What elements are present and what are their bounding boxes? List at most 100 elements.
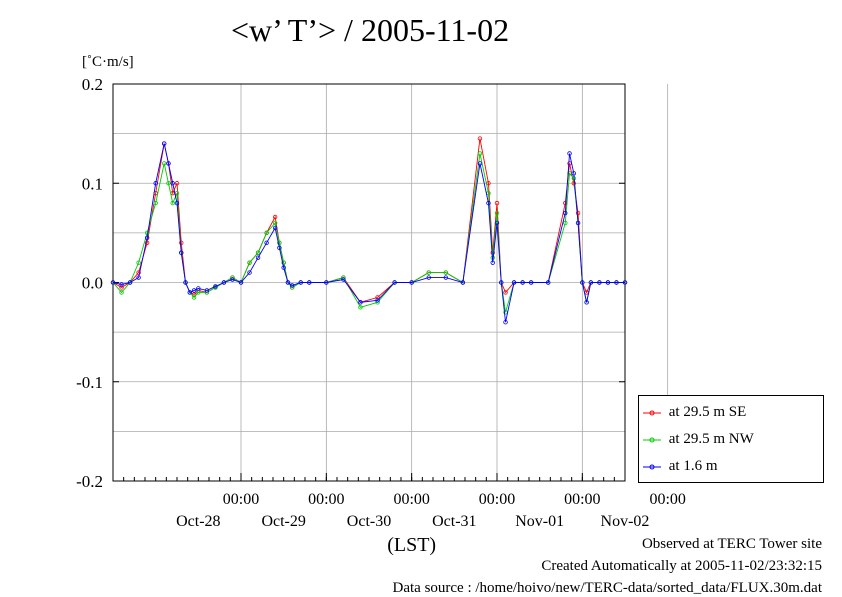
legend-swatch-16m	[643, 464, 661, 470]
data-point	[477, 136, 483, 141]
chart-legend: at 29.5 m SE at 29.5 m NW at 1.6 m	[638, 395, 824, 483]
data-point	[358, 300, 363, 305]
data-point	[119, 282, 124, 287]
data-point	[494, 200, 500, 206]
x-time-label: 00:00	[393, 491, 429, 508]
data-point	[575, 210, 581, 216]
data-point	[546, 280, 551, 285]
data-point	[213, 284, 218, 289]
x-date-label: Nov-02	[601, 513, 650, 530]
data-point	[307, 280, 312, 285]
chart-title: <w’ T’> / 2005-11-02	[230, 12, 510, 48]
data-point	[230, 277, 235, 282]
data-point	[494, 210, 500, 216]
data-point	[170, 200, 175, 206]
footer-observed: Observed at TERC Tower site	[641, 536, 822, 552]
data-point	[503, 320, 508, 325]
data-point	[605, 280, 611, 285]
data-point	[166, 181, 171, 186]
data-point	[144, 240, 150, 245]
data-point	[174, 181, 180, 186]
data-point	[127, 280, 133, 285]
data-point	[204, 288, 210, 293]
x-date-label: Oct-28	[176, 513, 220, 530]
legend-item-16m: at 1.6 m	[643, 456, 718, 476]
data-point	[614, 280, 619, 285]
data-point	[170, 181, 175, 186]
data-point	[597, 280, 602, 285]
data-point	[272, 220, 278, 226]
data-point	[238, 280, 244, 285]
data-point	[443, 270, 448, 275]
data-point	[298, 280, 303, 285]
data-point	[511, 280, 517, 285]
legend-label-se: at 29.5 m SE	[668, 404, 747, 420]
data-point	[426, 275, 431, 280]
data-point	[571, 171, 576, 176]
data-point	[179, 250, 184, 255]
data-point	[174, 200, 180, 206]
data-point	[426, 270, 431, 275]
legend-swatch-nw	[643, 437, 661, 443]
data-point	[119, 290, 124, 295]
footer-source: Data source : /home/hoivo/new/TERC-data/…	[392, 580, 823, 596]
x-date-label: Oct-31	[432, 513, 476, 530]
data-point	[153, 181, 158, 186]
data-point	[247, 260, 252, 265]
legend-swatch-se	[643, 410, 661, 416]
x-time-label: 00:00	[564, 491, 600, 508]
data-point	[179, 240, 184, 245]
legend-label-nw: at 29.5 m NW	[668, 431, 754, 447]
x-date-label: Nov-01	[515, 513, 564, 530]
footer-created: Created Automatically at 2005-11-02/23:3…	[541, 558, 822, 574]
data-point	[281, 260, 286, 265]
data-point	[477, 161, 483, 166]
data-point	[221, 280, 227, 285]
data-point	[392, 280, 397, 285]
data-point	[272, 225, 278, 231]
data-point	[187, 290, 192, 295]
series-line-2	[112, 143, 625, 323]
y-tick-label: -0.2	[76, 472, 103, 491]
data-point	[490, 260, 495, 265]
data-point	[375, 295, 380, 300]
data-point	[528, 280, 534, 285]
data-point	[119, 285, 124, 290]
legend-item-nw: at 29.5 m NW	[643, 429, 754, 449]
data-point	[563, 220, 568, 226]
legend-label-16m: at 1.6 m	[668, 458, 718, 474]
data-point	[136, 275, 141, 280]
data-point	[503, 290, 508, 295]
data-point	[567, 151, 572, 156]
data-point	[183, 280, 188, 285]
data-point	[277, 245, 282, 250]
data-point	[580, 280, 585, 285]
data-point	[563, 210, 568, 216]
y-tick-label: 0.2	[82, 75, 103, 94]
data-point	[161, 161, 167, 166]
data-point	[247, 270, 252, 275]
data-point	[409, 280, 414, 285]
data-point	[144, 230, 150, 236]
y-tick-label: -0.1	[76, 373, 103, 392]
y-tick-label: 0.0	[82, 274, 103, 293]
data-point	[264, 230, 269, 236]
data-point	[341, 277, 346, 282]
data-point	[622, 280, 628, 285]
data-point	[196, 286, 201, 291]
data-point	[285, 280, 291, 285]
x-time-label: 00:00	[223, 491, 259, 508]
x-time-label: 00:00	[649, 491, 685, 508]
data-point	[281, 265, 286, 270]
data-point	[324, 280, 329, 285]
data-point	[255, 255, 261, 260]
data-point	[166, 161, 171, 166]
data-point	[264, 240, 269, 245]
data-point	[144, 235, 150, 241]
data-point	[499, 280, 504, 285]
data-point	[110, 280, 116, 285]
data-point	[136, 270, 141, 275]
data-point	[460, 280, 466, 285]
data-point	[191, 288, 197, 293]
x-date-label: Oct-29	[261, 513, 305, 530]
